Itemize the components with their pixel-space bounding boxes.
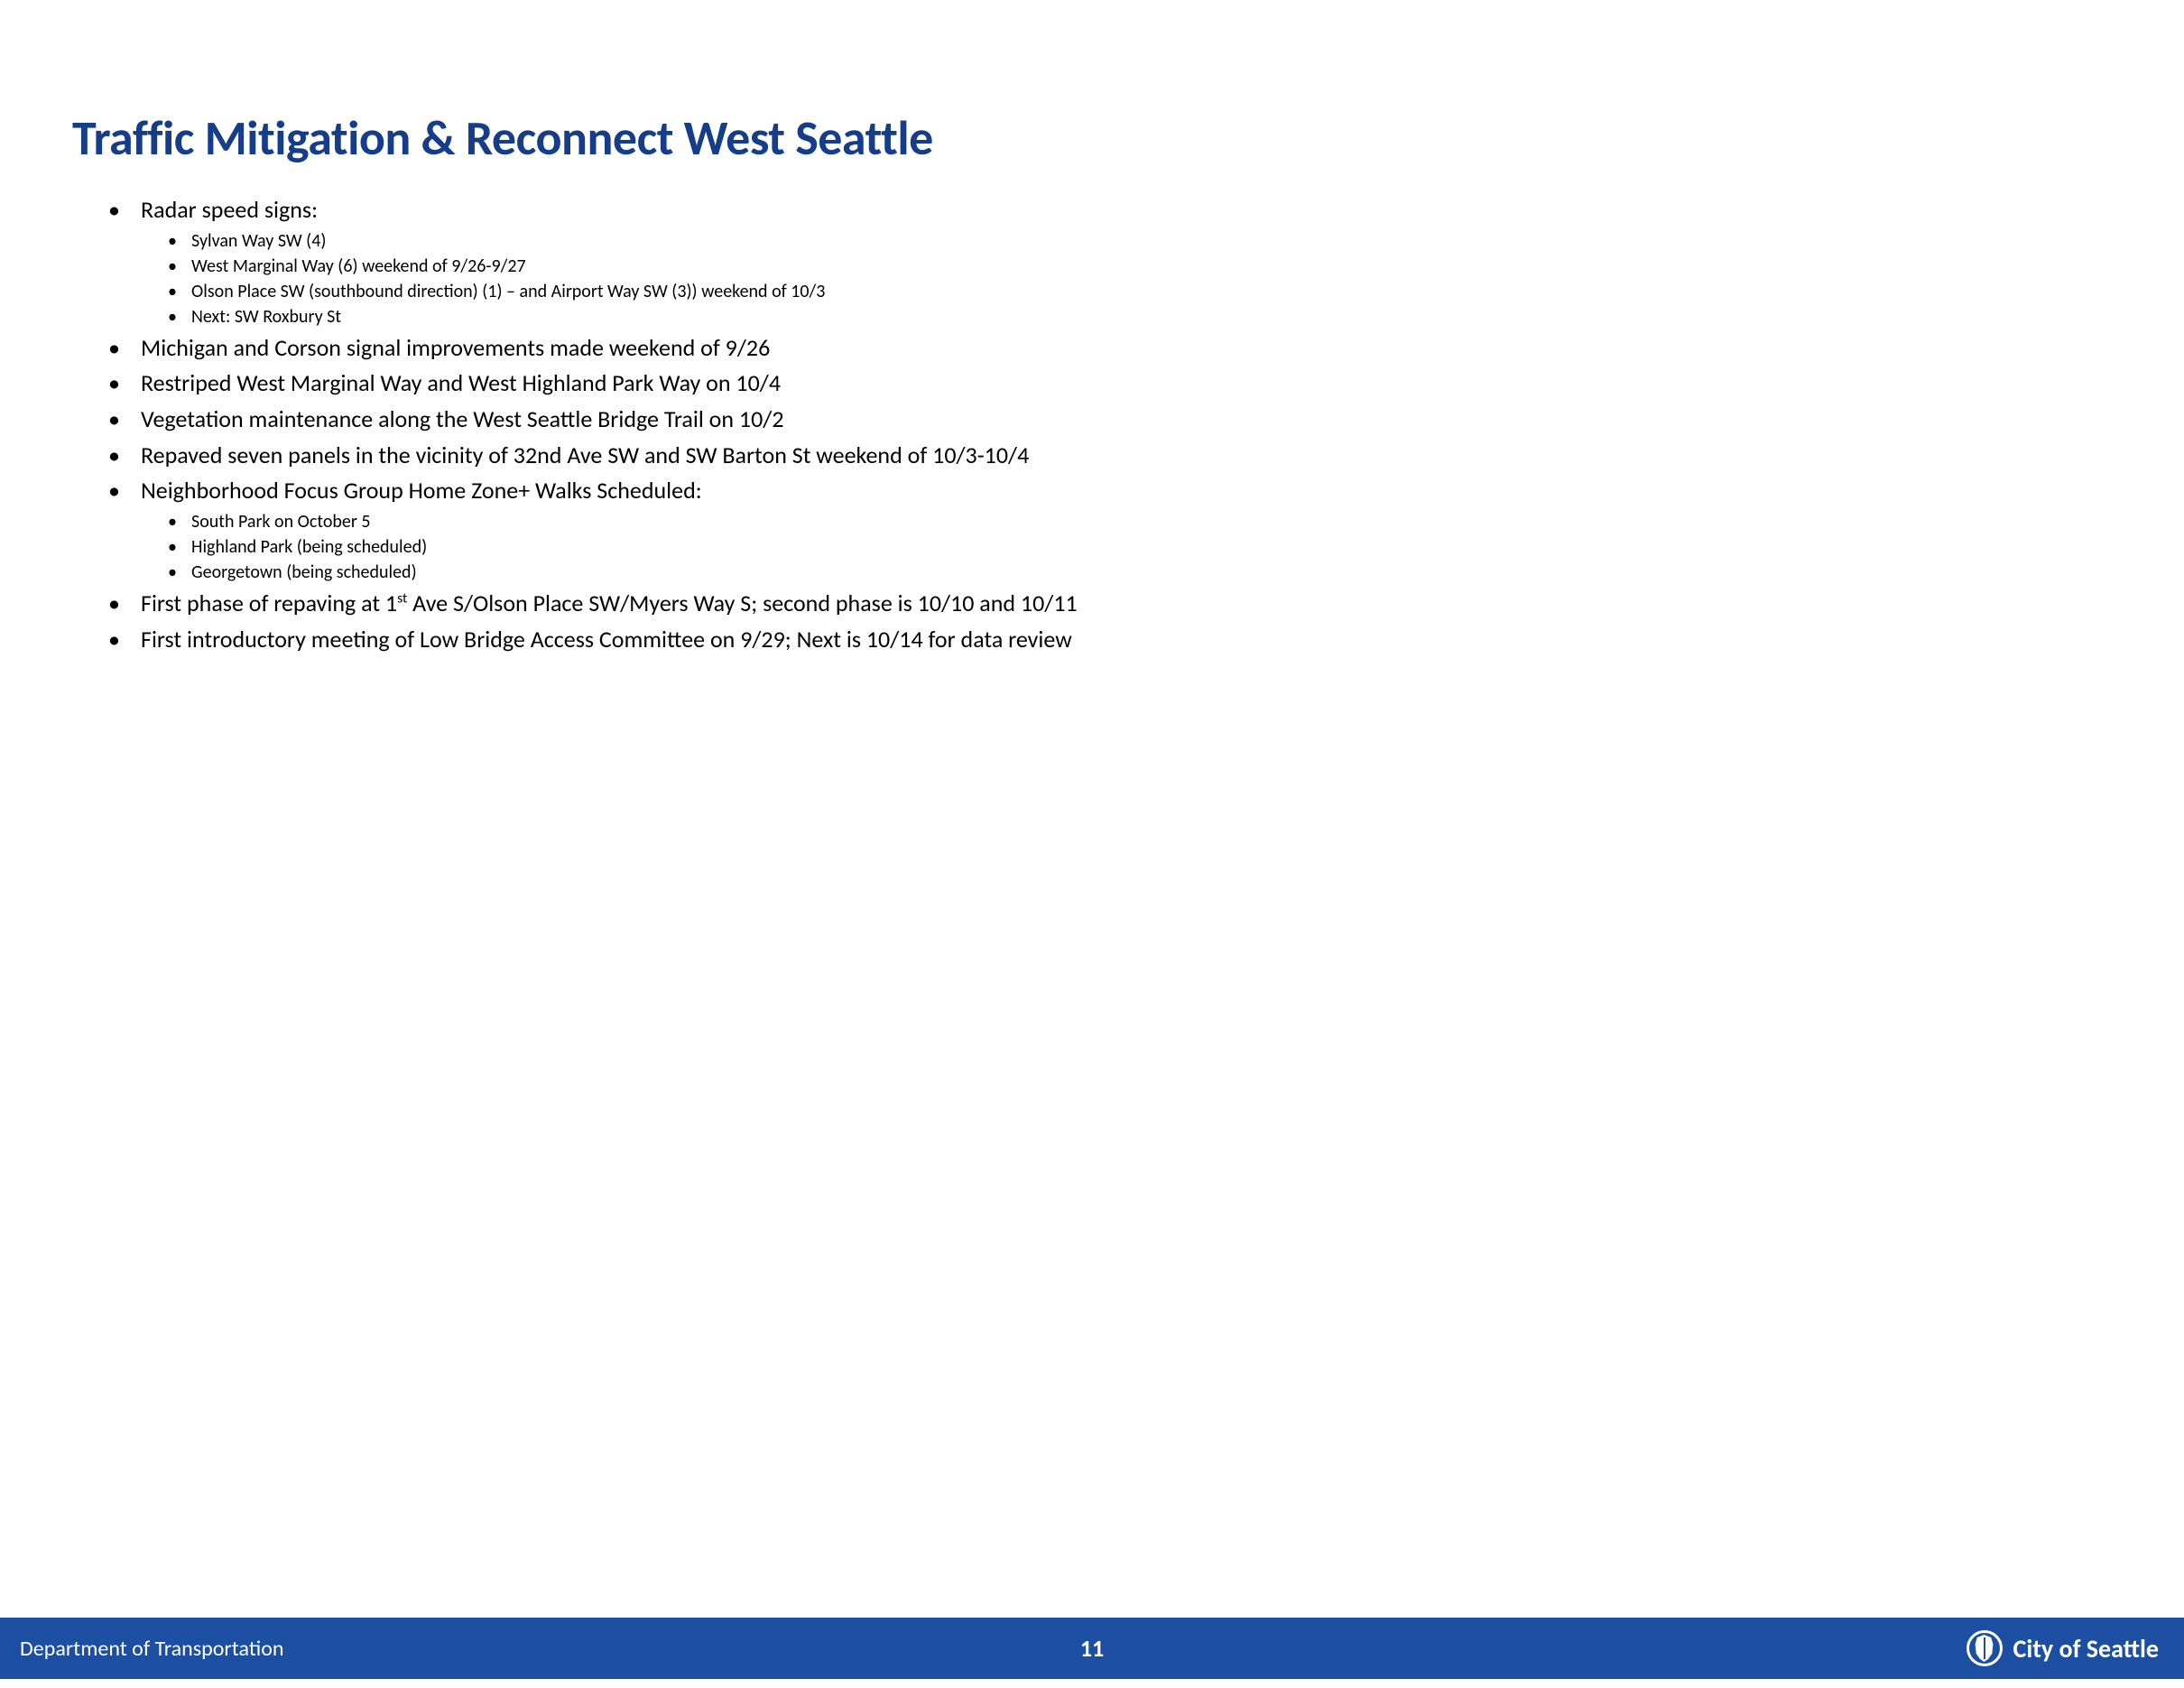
sub-bullet: Olson Place SW (southbound direction) (1… (168, 280, 2112, 304)
sub-bullet-list: South Park on October 5 Highland Park (b… (141, 510, 2112, 585)
bullet-michigan-corson: Michigan and Corson signal improvements … (108, 331, 2112, 366)
bullet-radar-signs: Radar speed signs: Sylvan Way SW (4) Wes… (108, 193, 2112, 329)
footer-page-number: 11 (1080, 1634, 1104, 1663)
slide-body: Traffic Mitigation & Reconnect West Seat… (0, 0, 2184, 1612)
sub-bullet-list: Sylvan Way SW (4) West Marginal Way (6) … (141, 229, 2112, 329)
footer-department: Department of Transportation (20, 1636, 283, 1662)
sub-bullet: Highland Park (being scheduled) (168, 535, 2112, 560)
bullet-text-pre: First phase of repaving at 1 (141, 589, 397, 617)
bullet-low-bridge-committee: First introductory meeting of Low Bridge… (108, 623, 2112, 657)
sub-bullet: Next: SW Roxbury St (168, 305, 2112, 329)
sub-bullet: West Marginal Way (6) weekend of 9/26-9/… (168, 255, 2112, 279)
ordinal-suffix: st (397, 589, 407, 607)
sub-bullet: Sylvan Way SW (4) (168, 229, 2112, 254)
bullet-vegetation: Vegetation maintenance along the West Se… (108, 403, 2112, 437)
bullet-text: Radar speed signs: (141, 195, 318, 224)
bullet-focus-group: Neighborhood Focus Group Home Zone+ Walk… (108, 474, 2112, 585)
footer-city-label: City of Seattle (2013, 1633, 2159, 1665)
bullet-repaving-phase: First phase of repaving at 1st Ave S/Ols… (108, 587, 2112, 621)
bullet-text-post: Ave S/Olson Place SW/Myers Way S; second… (407, 589, 1077, 617)
sub-bullet: Georgetown (being scheduled) (168, 561, 2112, 585)
footer-city-brand: City of Seattle (1967, 1630, 2159, 1666)
sub-bullet: South Park on October 5 (168, 510, 2112, 534)
city-seal-inner (1975, 1635, 1994, 1662)
city-seal-icon (1967, 1630, 2003, 1666)
bullet-restriped: Restriped West Marginal Way and West Hig… (108, 366, 2112, 401)
bullet-list: Radar speed signs: Sylvan Way SW (4) Wes… (72, 193, 2112, 657)
slide-title: Traffic Mitigation & Reconnect West Seat… (72, 108, 2112, 168)
slide-footer: Department of Transportation 11 City of … (0, 1612, 2184, 1688)
bullet-text: Neighborhood Focus Group Home Zone+ Walk… (141, 476, 702, 505)
bullet-repaved-panels: Repaved seven panels in the vicinity of … (108, 439, 2112, 473)
